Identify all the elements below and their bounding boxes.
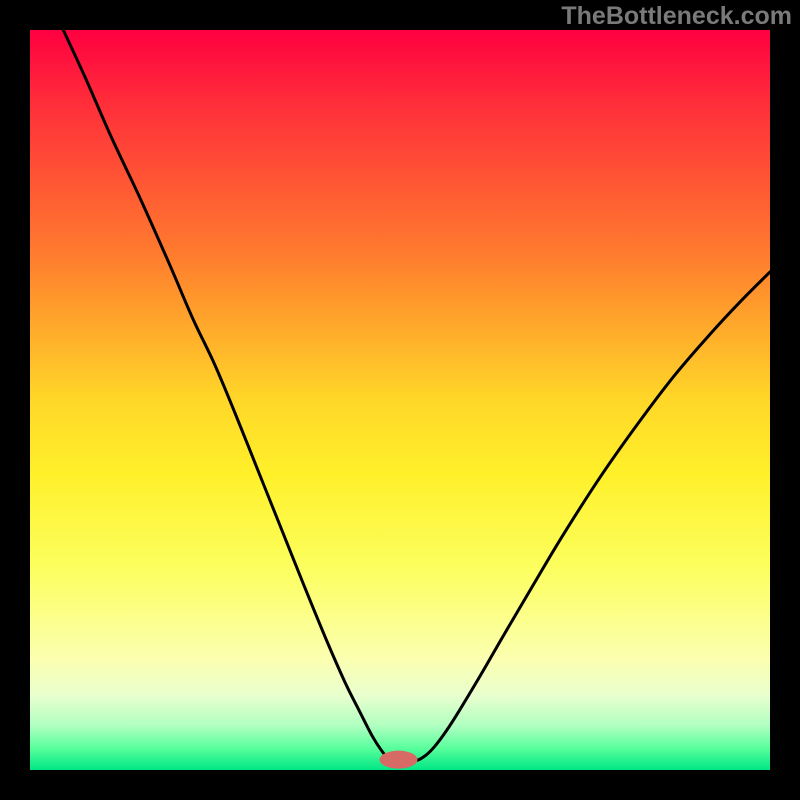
- bottleneck-curve-plot: [0, 0, 800, 800]
- watermark-text: TheBottleneck.com: [561, 2, 792, 31]
- optimal-point-marker: [380, 751, 418, 769]
- chart-container: TheBottleneck.com: [0, 0, 800, 800]
- plot-background: [30, 30, 770, 770]
